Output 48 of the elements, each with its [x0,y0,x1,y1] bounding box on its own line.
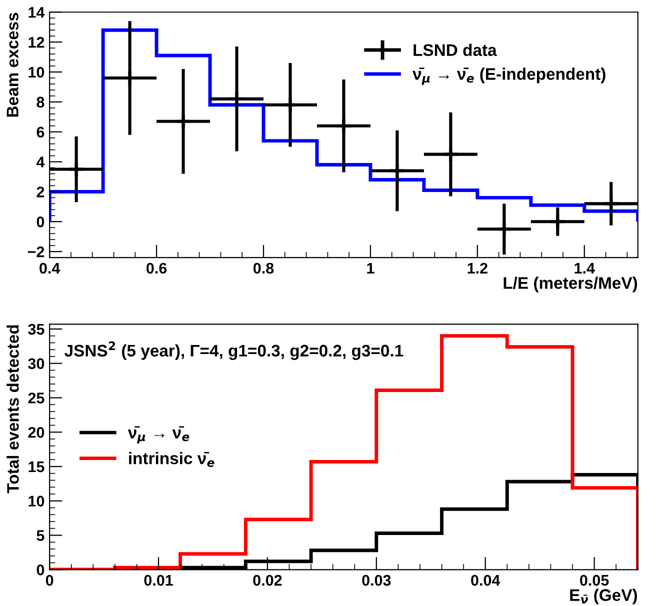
y-axis-title: Total events detected [6,325,19,494]
y-tick-label: 10 [28,496,44,507]
x-tick-label: 0.8 [253,262,274,274]
point [282,96,299,114]
legend-label: ν̄$_{μ}$ → ν̄$_{e}$ [128,426,190,444]
y-tick-label: 0 [36,216,44,228]
y-tick-label: 20 [28,427,44,438]
y-tick-label: 35 [28,324,44,335]
y-tick-label: 12 [28,36,44,48]
y-tick-label: 0 [36,564,44,576]
x-tick-label: 1.2 [468,262,488,274]
y-tick-label: 30 [28,358,44,370]
legend-label: intrinsic ν̄$_{e}$ [129,452,214,467]
legend-label: ν̄$_{μ}$ → ν̄$_{e}$ (E-independent) [412,68,606,85]
x-tick-label: 0.02 [253,574,282,586]
x-tick-label: 1.4 [574,262,595,274]
point [442,146,460,163]
point [496,220,513,238]
point [602,195,620,212]
x-axis-title: E$_{ν̄}$ (GeV) [570,588,637,604]
y-tick-label: 5 [36,530,44,541]
point [228,90,246,108]
point [335,117,352,134]
x-tick-label: 0.04 [471,574,500,586]
x-tick-label: 0.05 [580,574,609,586]
x-tick-label: 0.03 [362,574,391,586]
y-tick-label: 15 [28,462,44,472]
y-axis-title: Beam excess [6,12,18,117]
x-axis-title: L/E (meters/MeV) [504,276,638,292]
y-tick-label: 25 [28,392,44,404]
point [388,162,406,180]
point [174,112,192,130]
y-tick-label: 10 [28,66,44,78]
y-tick-label: 2 [36,186,44,198]
point [68,160,85,178]
x-tick-label: 0.4 [40,262,60,274]
x-tick-label: 0.01 [144,574,173,586]
x-tick-label: 0 [46,574,54,586]
annotation: JSNS$^{2}$ (5 year), Γ=4, g1=0.3, g2=0.2, g3=0.1 [64,341,404,360]
y-tick-label: 14 [28,7,45,18]
x-tick-label: 0.6 [146,262,167,274]
legend-label: LSND data [414,44,497,56]
y-tick-label: 6 [36,126,44,138]
y-tick-label: 8 [36,96,44,108]
y-tick-label: −2 [28,246,44,258]
y-tick-label: 4 [36,156,45,168]
x-tick-label: 1 [367,262,374,274]
point [549,213,566,230]
